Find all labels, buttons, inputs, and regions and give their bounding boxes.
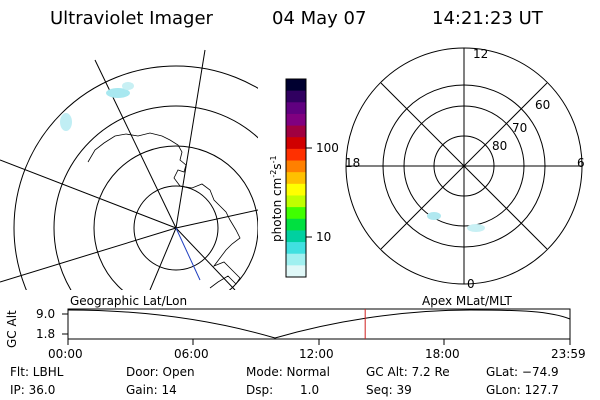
colorbar-frame (285, 78, 307, 278)
colorbar-tick-label-10: 10 (316, 230, 332, 244)
aurora-blob (122, 82, 134, 90)
unit-base: photon cm (270, 177, 284, 242)
latitude-circle (133, 185, 219, 271)
colorbar (285, 78, 312, 278)
altitude-xtick: 06:00 (174, 347, 209, 361)
ip-status: IP: 36.0 (10, 383, 56, 397)
longitude-line (175, 227, 201, 281)
colorbar-segment (286, 125, 306, 138)
colorbar-segment (286, 148, 306, 162)
altitude-ylabel: GC Alt (5, 310, 19, 348)
longitude-line (94, 59, 177, 229)
altitude-curve (67, 309, 571, 339)
altitude-ytick-9: 9.0 (36, 307, 56, 321)
colorbar-unit-label: photon cm-2s-1 (269, 155, 284, 242)
altitude-plot (62, 308, 571, 345)
colorbar-scale (286, 79, 306, 278)
colorbar-segment (286, 183, 306, 196)
glat-status: GLat: −74.9 (486, 365, 559, 379)
altitude-xtick: 00:00 (48, 347, 83, 361)
door-status: Door: Open (126, 365, 195, 379)
unit-seconds: s (270, 163, 284, 170)
mode-status: Mode: Normal (246, 365, 330, 379)
dsp-label: Dsp: (246, 383, 274, 397)
seq-status: Seq: 39 (366, 383, 412, 397)
mlat-label-60: 60 (535, 98, 551, 112)
colorbar-segment (286, 218, 306, 231)
colorbar-segment (286, 172, 306, 185)
latitude-circle (93, 145, 258, 290)
colorbar-segment (286, 265, 306, 278)
unit-exponent: -1 (269, 155, 278, 164)
colorbar-segment (286, 195, 306, 208)
latitude-circle (13, 65, 258, 290)
colorbar-segment (286, 113, 306, 127)
polar-plot (345, 47, 583, 285)
mlat-label-80: 80 (492, 139, 508, 153)
colorbar-segment (286, 207, 306, 220)
colorbar-tick-label-100: 100 (316, 141, 339, 155)
aurora-blob (427, 212, 441, 220)
mlt-label-12: 12 (473, 47, 489, 61)
mlt-line (380, 82, 548, 250)
coastline (87, 132, 241, 289)
colorbar-segment (286, 79, 306, 92)
date-label: 04 May 07 (272, 8, 367, 29)
longitude-line (175, 209, 258, 229)
gain-status: Gain: 14 (126, 383, 177, 397)
latitude-circle (53, 105, 258, 290)
glon-status: GLon: 127.7 (486, 383, 559, 397)
colorbar-segment (286, 160, 306, 173)
longitude-line (175, 49, 206, 229)
altitude-right-title: Apex MLat/MLT (422, 294, 512, 308)
gc-alt-status: GC Alt: 7.2 Re (366, 365, 450, 379)
geographic-map (0, 49, 258, 290)
altitude-xtick: 23:59 (551, 347, 586, 361)
dsp-value: 1.0 (300, 383, 320, 397)
aurora-blob (106, 88, 130, 98)
altitude-ytick-1-8: 1.8 (36, 327, 56, 341)
colorbar-segment (286, 90, 306, 103)
longitude-line (175, 227, 236, 290)
mlt-label-18: 18 (345, 156, 361, 170)
altitude-left-title: Geographic Lat/Lon (70, 294, 188, 308)
colorbar-segment (286, 242, 306, 255)
colorbar-segment (286, 137, 306, 150)
mlt-label-6: 6 (577, 156, 585, 170)
aurora-blob (60, 113, 72, 131)
mlat-label-70: 70 (512, 121, 528, 135)
colorbar-segment (286, 102, 306, 115)
filter-status: Flt: LBHL (10, 365, 64, 379)
unit-exponent: -2 (269, 169, 278, 178)
aurora-blob (467, 224, 485, 232)
time-label: 14:21:23 UT (432, 8, 543, 29)
longitude-line (0, 227, 177, 283)
mlt-label-0: 0 (467, 277, 475, 291)
colorbar-segment (286, 253, 306, 266)
longitude-line (149, 227, 177, 290)
altitude-xtick: 18:00 (425, 347, 460, 361)
instrument-title: Ultraviolet Imager (50, 8, 213, 29)
colorbar-segment (286, 230, 306, 243)
altitude-xtick: 12:00 (299, 347, 334, 361)
longitude-line (0, 159, 177, 229)
